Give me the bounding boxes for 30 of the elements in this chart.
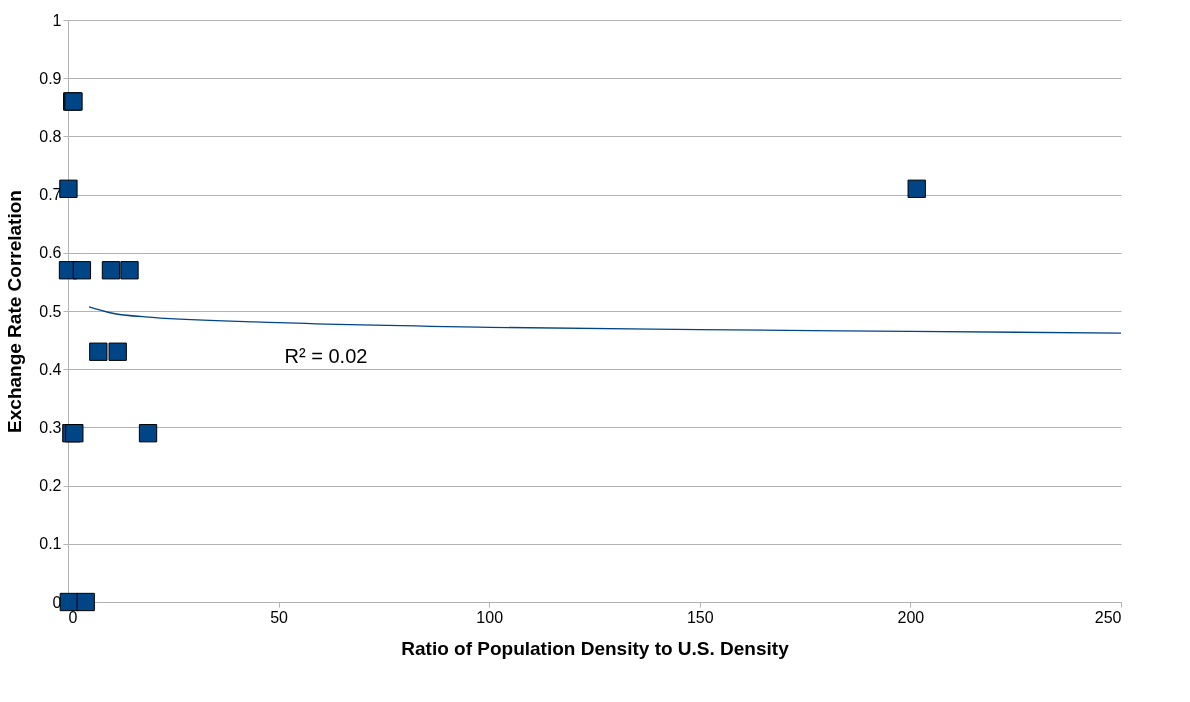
point — [138, 424, 158, 443]
y-tick-label: 0.4 — [39, 360, 62, 378]
x-tick-label: 100 — [476, 608, 504, 626]
point — [108, 342, 127, 361]
line-series — [88, 306, 1122, 334]
point — [89, 342, 108, 361]
y-tick-label: 0.7 — [39, 186, 62, 204]
x-axis-title: Ratio of Population Density to U.S. Density — [401, 637, 790, 659]
x-tick-label: 200 — [897, 608, 925, 626]
point — [72, 261, 92, 280]
x-tick-label: 50 — [270, 608, 289, 626]
x-tick-label: 0 — [68, 608, 78, 626]
point — [101, 261, 121, 280]
annotation: R² = 0.02 — [284, 345, 368, 367]
x-tick-label: 150 — [686, 608, 714, 626]
y-axis-title: Exchange Rate Correlation — [4, 190, 26, 433]
x-tick-label: 250 — [1094, 608, 1122, 626]
y-tick-label: 0.8 — [39, 127, 62, 145]
y-tick-label: 0.9 — [39, 69, 62, 87]
y-tick-label: 0.6 — [39, 244, 62, 262]
point — [907, 179, 926, 198]
y-tick-label: 0.2 — [39, 477, 62, 495]
y-tick-label: 0.3 — [39, 418, 62, 436]
point — [59, 179, 78, 198]
y-tick-label: 0.5 — [39, 302, 62, 320]
y-tick-label: 1 — [52, 11, 62, 29]
point — [59, 592, 78, 612]
point — [120, 261, 139, 280]
point — [76, 592, 95, 612]
y-tick-label: 0.1 — [39, 535, 62, 553]
